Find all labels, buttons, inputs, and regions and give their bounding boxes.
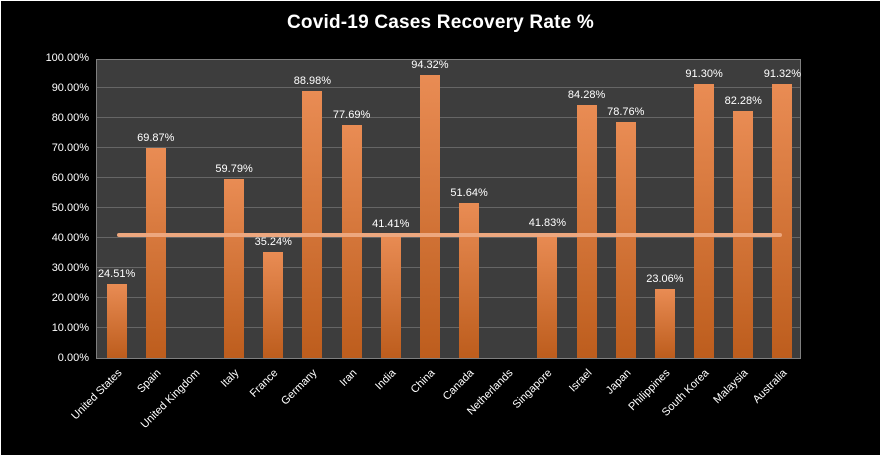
gridline	[97, 177, 800, 178]
bar-philippines	[654, 288, 675, 358]
gridline	[97, 267, 800, 268]
bar-data-label: 59.79%	[215, 162, 253, 175]
bar-data-label: 88.98%	[293, 75, 332, 88]
gridline	[97, 117, 800, 118]
gridline	[97, 237, 800, 238]
bar-data-label: 51.64%	[450, 187, 488, 200]
bar-data-label: 91.30%	[685, 68, 723, 81]
bar-south-korea	[694, 84, 715, 358]
plot-area: 24.51% 69.87% 59.79% 35.24% 88.98% 77.69% 41.4…	[96, 59, 801, 359]
bar-iran	[341, 124, 362, 358]
chart-title: Covid-19 Cases Recovery Rate %	[287, 12, 594, 33]
y-tick-label: 100.00%	[45, 52, 89, 64]
bar-data-label: 84.28%	[567, 89, 606, 102]
reference-line	[116, 233, 783, 237]
y-tick-label: 30.00%	[51, 262, 89, 274]
y-tick-label: 90.00%	[51, 82, 89, 94]
bar-israel	[576, 105, 597, 358]
bar-italy	[224, 178, 245, 358]
bar-china	[419, 75, 440, 358]
bar-canada	[459, 203, 480, 358]
y-tick-label: 70.00%	[51, 142, 89, 154]
y-tick-label: 0.00%	[57, 352, 89, 364]
bar-data-label: 91.32%	[763, 68, 802, 81]
bar-data-label: 23.06%	[646, 272, 684, 285]
bar-data-label: 69.87%	[137, 132, 175, 145]
gridline	[97, 87, 800, 88]
bar-data-label: 82.28%	[724, 95, 762, 108]
bar-data-label: 78.76%	[607, 105, 645, 118]
y-tick-label: 50.00%	[51, 202, 89, 214]
y-tick-label: 60.00%	[51, 172, 89, 184]
gridline	[97, 207, 800, 208]
y-tick-label: 20.00%	[51, 292, 89, 304]
bar-data-label: 24.51%	[97, 268, 136, 281]
bar-data-label: 77.69%	[332, 108, 371, 121]
y-tick-label: 10.00%	[51, 322, 89, 334]
y-tick-label: 80.00%	[51, 112, 89, 124]
bar-united-states	[106, 284, 127, 358]
bar-data-label: 94.32%	[411, 59, 449, 72]
bar-france	[263, 252, 284, 358]
y-tick-label: 40.00%	[51, 232, 89, 244]
gridline	[97, 297, 800, 298]
bar-australia	[772, 84, 793, 358]
bar-germany	[302, 91, 323, 358]
bar-india	[380, 233, 401, 358]
bar-data-label: 35.24%	[254, 236, 292, 249]
bar-japan	[615, 121, 636, 358]
gridline	[97, 147, 800, 148]
bar-data-label: 41.41%	[372, 217, 410, 230]
bar-spain	[145, 148, 166, 358]
bar-singapore	[537, 232, 558, 358]
gridline	[97, 327, 800, 328]
bar-data-label: 41.83%	[528, 216, 567, 229]
